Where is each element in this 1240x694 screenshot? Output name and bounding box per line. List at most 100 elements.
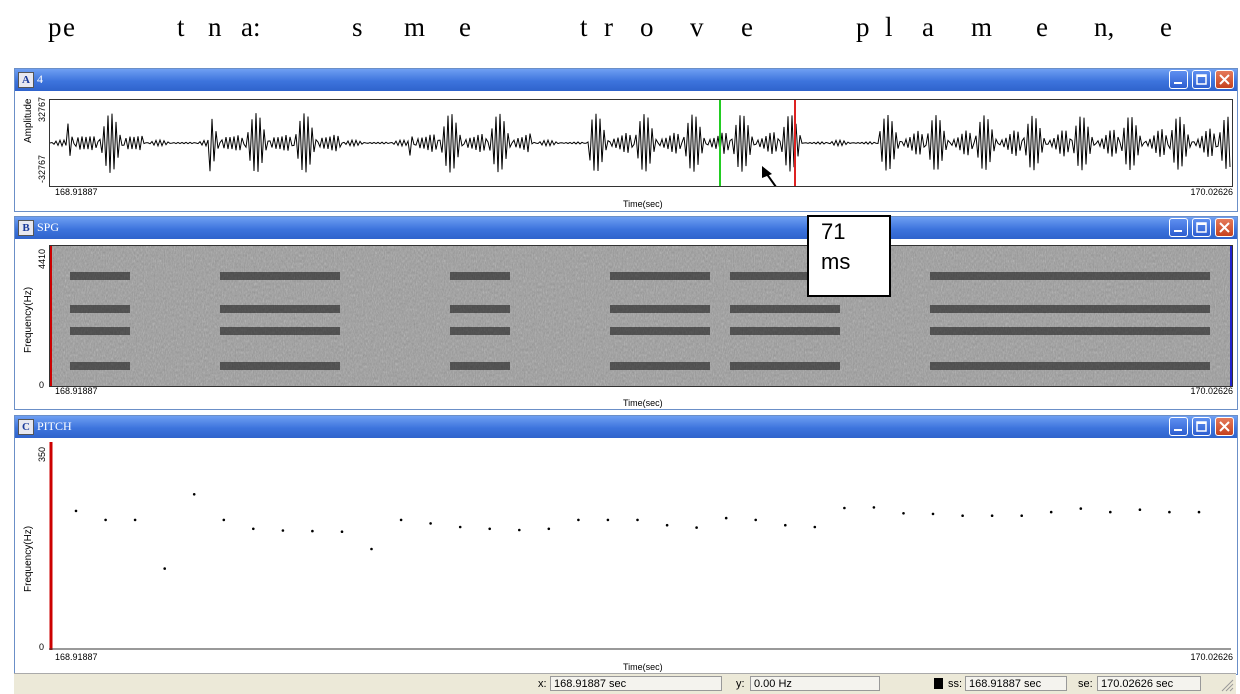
pitch-point — [1138, 508, 1142, 511]
close-button[interactable] — [1215, 218, 1234, 237]
pane-letter-icon: C — [18, 419, 34, 435]
transcript-letter: e — [1036, 12, 1048, 42]
selection-color-swatch — [934, 678, 943, 689]
minimize-icon — [1174, 230, 1182, 232]
pitch-point — [488, 527, 492, 531]
pane-title-bar[interactable]: C PITCH — [15, 416, 1237, 438]
pane-title-bar[interactable]: A 4 — [15, 69, 1237, 91]
pitch-point — [1168, 510, 1171, 514]
x-start-label: 168.91887 — [55, 652, 98, 662]
close-button[interactable] — [1215, 417, 1234, 436]
pitch-point — [1049, 510, 1053, 514]
pitch-plot[interactable] — [49, 442, 1233, 650]
x-start-label: 168.91887 — [55, 187, 98, 197]
resize-grip-icon[interactable] — [1220, 678, 1234, 692]
transcript-letter: r — [604, 12, 613, 42]
pitch-point — [665, 523, 669, 527]
pitch-point — [872, 506, 876, 509]
pitch-point — [636, 518, 639, 522]
ss-status-label: ss: — [948, 678, 963, 690]
x-axis-label: Time(sec) — [623, 662, 663, 672]
pitch-point — [902, 512, 905, 515]
pane-title-bar[interactable]: B SPG — [15, 217, 1237, 239]
maximize-button[interactable] — [1192, 70, 1211, 89]
pitch-point — [961, 514, 964, 517]
transcript-letter: n — [208, 12, 222, 42]
spectrogram-pane[interactable]: B SPG Frequency(Hz) 4410 0 16 — [14, 216, 1238, 410]
pane-letter-icon: A — [18, 72, 34, 88]
pitch-point — [843, 506, 846, 510]
y-axis-label: Amplitude — [23, 98, 34, 143]
spectrogram-plot[interactable] — [49, 245, 1233, 387]
callout-arrowhead — [762, 166, 772, 178]
maximize-button[interactable] — [1192, 218, 1211, 237]
pitch-point — [1109, 510, 1112, 514]
x-axis-label: Time(sec) — [623, 199, 663, 209]
pitch-point — [724, 516, 728, 520]
y-min-label: 0 — [39, 642, 45, 652]
y-status-field: 0.00 Hz — [750, 676, 880, 691]
minimize-button[interactable] — [1169, 70, 1188, 89]
maximize-icon — [1196, 222, 1207, 233]
formant-band — [610, 305, 710, 313]
transcript-letter: a: — [241, 12, 261, 42]
pitch-pane[interactable]: C PITCH Frequency(Hz) 350 0 168.91887 17… — [14, 415, 1238, 675]
pane-letter-icon: B — [18, 220, 34, 236]
pitch-point — [340, 530, 344, 533]
transcript-letter: m — [971, 12, 993, 42]
pitch-point — [74, 509, 78, 513]
maximize-icon — [1196, 74, 1207, 85]
formant-band — [70, 272, 130, 280]
close-icon — [1219, 222, 1230, 233]
spectrogram-svg — [50, 246, 1232, 386]
callout-unit: ms — [821, 249, 851, 274]
pitch-point — [695, 526, 698, 529]
formant-band — [610, 327, 710, 335]
pitch-point — [133, 518, 137, 522]
transcript-letter: v — [690, 12, 704, 42]
transcript-letter: n, — [1094, 12, 1115, 42]
formant-band — [450, 272, 510, 280]
formant-band — [220, 305, 340, 313]
transcript-letter: t — [580, 12, 588, 42]
waveform-plot[interactable] — [49, 99, 1233, 211]
transcript-letter: e — [741, 12, 753, 42]
transcript-letter: p — [856, 12, 870, 42]
pitch-point — [163, 567, 166, 570]
pane-title: SPG — [37, 220, 60, 234]
x-axis-label: Time(sec) — [623, 398, 663, 408]
waveform-pane[interactable]: A 4 Amplitude 32767 -32767 168.91887 170… — [14, 68, 1238, 212]
duration-callout: 71 ms — [807, 215, 891, 297]
ss-status-field: 168.91887 sec — [965, 676, 1067, 691]
pane-title: 4 — [37, 72, 43, 86]
formant-band — [730, 362, 840, 370]
x-status-label: x: — [538, 678, 547, 690]
pitch-point — [577, 518, 580, 522]
maximize-icon — [1196, 421, 1207, 432]
minimize-button[interactable] — [1169, 417, 1188, 436]
formant-band — [70, 327, 130, 335]
minimize-button[interactable] — [1169, 218, 1188, 237]
x-status-field: 168.91887 sec — [550, 676, 722, 691]
formant-band — [450, 305, 510, 313]
formant-band — [220, 272, 340, 280]
transcript: p e t n a: s m e t r o v e p l a m e n, … — [0, 0, 1240, 60]
transcript-letter: t — [177, 12, 185, 42]
pitch-point — [399, 518, 403, 522]
pitch-point — [990, 514, 994, 517]
spectrogram-formants — [70, 272, 1210, 370]
pitch-point — [1020, 514, 1023, 517]
x-end-label: 170.02626 — [1190, 187, 1233, 197]
formant-band — [610, 272, 710, 280]
formant-band — [730, 305, 840, 313]
maximize-button[interactable] — [1192, 417, 1211, 436]
close-button[interactable] — [1215, 70, 1234, 89]
minimize-icon — [1174, 82, 1182, 84]
pitch-point — [813, 525, 817, 529]
pitch-point — [311, 529, 314, 533]
formant-band — [450, 362, 510, 370]
y-max-label: 350 — [37, 446, 47, 462]
pitch-point — [370, 547, 373, 551]
pitch-point — [1197, 510, 1201, 514]
formant-band — [220, 327, 340, 335]
